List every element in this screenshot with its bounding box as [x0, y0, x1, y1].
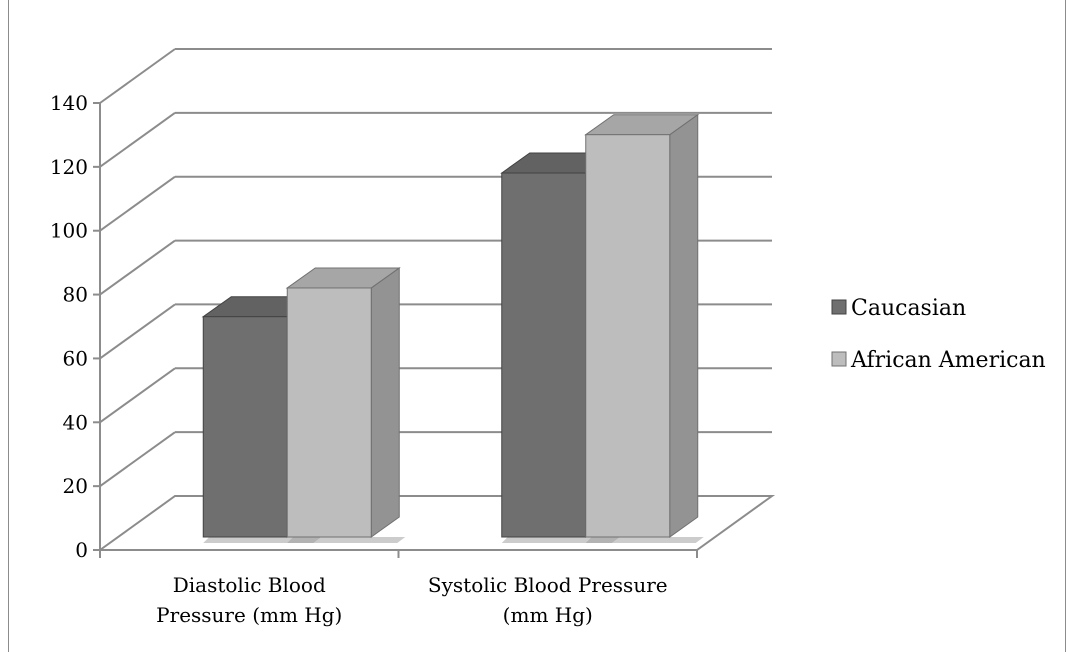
- side-gridline: [99, 112, 176, 168]
- bars: [201, 113, 704, 543]
- x-category-label: Diastolic Blood Pressure (mm Hg): [156, 573, 342, 627]
- side-gridline: [99, 48, 176, 104]
- axes: [93, 102, 698, 558]
- x-category-label: Systolic Blood Pressure (mm Hg): [428, 573, 668, 627]
- x-category-label-line: Systolic Blood Pressure: [428, 573, 668, 597]
- bar-side-face: [370, 266, 400, 538]
- y-tick-label: 140: [50, 91, 88, 115]
- y-tick-label: 100: [50, 219, 88, 243]
- bar-side-face: [669, 113, 699, 538]
- y-tick-labels: 0 20 40 60 80 100 120 140: [50, 91, 88, 562]
- bar-shadow: [287, 537, 406, 543]
- y-tick-label: 60: [63, 346, 88, 370]
- bar-shadow: [585, 537, 704, 543]
- legend-swatch: [831, 299, 847, 315]
- side-gridline: [99, 175, 176, 232]
- x-category-label-line: (mm Hg): [503, 603, 593, 627]
- legend-item-african-american: African American: [831, 348, 1046, 373]
- bar-front-face: [501, 172, 587, 538]
- x-category-labels: Diastolic Blood Pressure (mm Hg) Systolic …: [156, 573, 667, 627]
- x-category-label-line: Diastolic Blood: [173, 573, 326, 597]
- side-gridline: [99, 303, 176, 360]
- chart-frame: [8, 0, 1066, 652]
- x-category-label-line: Pressure (mm Hg): [156, 603, 342, 627]
- legend-label: African American: [850, 348, 1046, 373]
- y-tick-label: 80: [63, 283, 88, 307]
- bar-front-face: [286, 287, 372, 538]
- y-tick-label: 0: [75, 538, 88, 562]
- side-gridline: [99, 367, 176, 424]
- bar-front-face: [585, 134, 671, 538]
- bar-african-american-1: [285, 266, 406, 543]
- side-gridline: [99, 239, 176, 296]
- legend: Caucasian African American: [831, 296, 1046, 373]
- side-gridline: [99, 431, 176, 487]
- y-tick-label: 120: [50, 155, 88, 179]
- bar-front-face: [202, 316, 288, 538]
- legend-label: Caucasian: [851, 296, 966, 321]
- bar-african-american-2: [584, 113, 704, 543]
- legend-swatch: [831, 351, 847, 367]
- y-tick-label: 40: [63, 410, 88, 434]
- y-tick-label: 20: [63, 474, 88, 498]
- legend-item-caucasian: Caucasian: [831, 296, 966, 321]
